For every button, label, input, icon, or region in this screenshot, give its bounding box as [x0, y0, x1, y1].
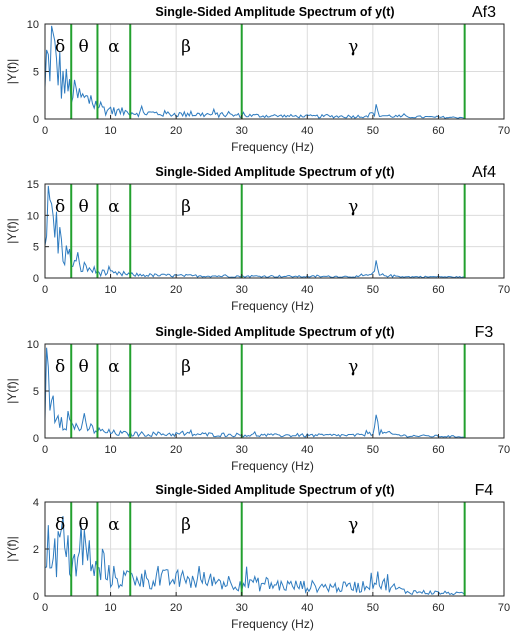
- band-label: α: [108, 515, 120, 535]
- band-label: β: [181, 37, 191, 57]
- x-axis-label: Frequency (Hz): [231, 617, 314, 631]
- x-tick-label: 60: [432, 125, 444, 137]
- x-axis-label: Frequency (Hz): [231, 299, 314, 313]
- chart-panel-af4: δ θ α β γ 0 10 20 30 40 50 60 70 0 5 10 15 Single-Sided A…: [5, 164, 510, 313]
- x-axis-label: Frequency (Hz): [231, 140, 314, 154]
- axes-box: [44, 183, 505, 279]
- x-tick-label: 30: [236, 602, 248, 614]
- plot-area: [45, 184, 504, 278]
- band-label: β: [181, 357, 191, 377]
- band-label: δ: [55, 197, 65, 217]
- band-label: α: [108, 37, 120, 57]
- x-tick-label: 20: [170, 444, 182, 456]
- x-tick-label: 50: [367, 284, 379, 296]
- x-tick-label: 0: [42, 284, 48, 296]
- chart-panel-f4: δ θ α β γ 0 10 20 30 40 50 60 70 0 2 4 Single-Sided Ampl…: [5, 482, 510, 631]
- band-label: θ: [79, 357, 89, 377]
- x-tick-label: 10: [104, 444, 116, 456]
- y-tick-label: 10: [27, 19, 39, 31]
- x-axis-label: Frequency (Hz): [231, 459, 314, 473]
- x-tick-label: 30: [236, 284, 248, 296]
- y-tick-label: 0: [33, 591, 39, 603]
- x-tick-label: 50: [367, 125, 379, 137]
- y-axis-label: |Y(f)|: [5, 59, 19, 85]
- x-tick-label: 60: [432, 602, 444, 614]
- x-tick-label: 10: [104, 602, 116, 614]
- band-label: γ: [348, 197, 358, 217]
- x-tick-label: 40: [301, 284, 313, 296]
- x-tick-label: 70: [498, 602, 510, 614]
- x-tick-label: 60: [432, 444, 444, 456]
- band-label: β: [181, 515, 191, 535]
- y-tick-label: 4: [33, 497, 39, 509]
- chart-title: Single-Sided Amplitude Spectrum of y(t): [155, 325, 394, 339]
- channel-label: F4: [475, 482, 494, 499]
- band-label: γ: [348, 357, 358, 377]
- band-label: α: [108, 197, 120, 217]
- x-tick-label: 40: [301, 602, 313, 614]
- x-tick-label: 50: [367, 602, 379, 614]
- x-tick-label: 40: [301, 125, 313, 137]
- x-tick-label: 70: [498, 284, 510, 296]
- band-label: δ: [55, 515, 65, 535]
- band-label: γ: [348, 515, 358, 535]
- channel-label: Af4: [472, 164, 496, 181]
- x-tick-label: 0: [42, 444, 48, 456]
- y-tick-label: 5: [33, 242, 39, 254]
- band-label: δ: [55, 37, 65, 57]
- y-tick-label: 15: [27, 179, 39, 191]
- x-tick-label: 60: [432, 284, 444, 296]
- channel-label: Af3: [472, 4, 496, 21]
- x-tick-label: 70: [498, 125, 510, 137]
- x-tick-label: 0: [42, 602, 48, 614]
- y-axis-label: |Y(f)|: [5, 378, 19, 404]
- y-tick-label: 5: [33, 386, 39, 398]
- chart-title: Single-Sided Amplitude Spectrum of y(t): [155, 5, 394, 19]
- y-tick-label: 10: [27, 210, 39, 222]
- y-tick-label: 0: [33, 273, 39, 285]
- spectrum-series-line: [44, 347, 465, 438]
- x-tick-label: 70: [498, 444, 510, 456]
- band-label: θ: [79, 37, 89, 57]
- chart-title: Single-Sided Amplitude Spectrum of y(t): [155, 165, 394, 179]
- y-tick-label: 0: [33, 433, 39, 445]
- x-tick-label: 10: [104, 125, 116, 137]
- band-label: δ: [55, 357, 65, 377]
- band-label: θ: [79, 515, 89, 535]
- channel-label: F3: [475, 324, 494, 341]
- y-tick-label: 2: [33, 544, 39, 556]
- x-tick-label: 30: [236, 125, 248, 137]
- chart-title: Single-Sided Amplitude Spectrum of y(t): [155, 483, 394, 497]
- band-label: β: [181, 197, 191, 217]
- y-tick-label: 0: [33, 114, 39, 126]
- spectrum-series-line: [44, 25, 465, 120]
- band-label: γ: [348, 37, 358, 57]
- y-tick-label: 10: [27, 339, 39, 351]
- spectrum-series-line: [44, 185, 465, 279]
- spectrum-series-line: [44, 516, 466, 596]
- x-tick-label: 40: [301, 444, 313, 456]
- y-axis-label: |Y(f)|: [5, 536, 19, 562]
- x-tick-label: 20: [170, 284, 182, 296]
- x-tick-label: 20: [170, 125, 182, 137]
- x-tick-label: 50: [367, 444, 379, 456]
- x-tick-label: 0: [42, 125, 48, 137]
- x-tick-label: 30: [236, 444, 248, 456]
- chart-panel-f3: δ θ α β γ 0 10 20 30 40 50 60 70 0 5 10 Single-Sided Amp…: [5, 324, 510, 473]
- chart-panel-af3: δ θ α β γ 0 10 20 30 40 50 60 70 0 5 10 Single-Sided Amp…: [5, 4, 510, 154]
- y-axis-label: |Y(f)|: [5, 218, 19, 244]
- band-label: α: [108, 357, 120, 377]
- x-tick-label: 20: [170, 602, 182, 614]
- band-label: θ: [79, 197, 89, 217]
- y-tick-label: 5: [33, 67, 39, 79]
- x-tick-label: 10: [104, 284, 116, 296]
